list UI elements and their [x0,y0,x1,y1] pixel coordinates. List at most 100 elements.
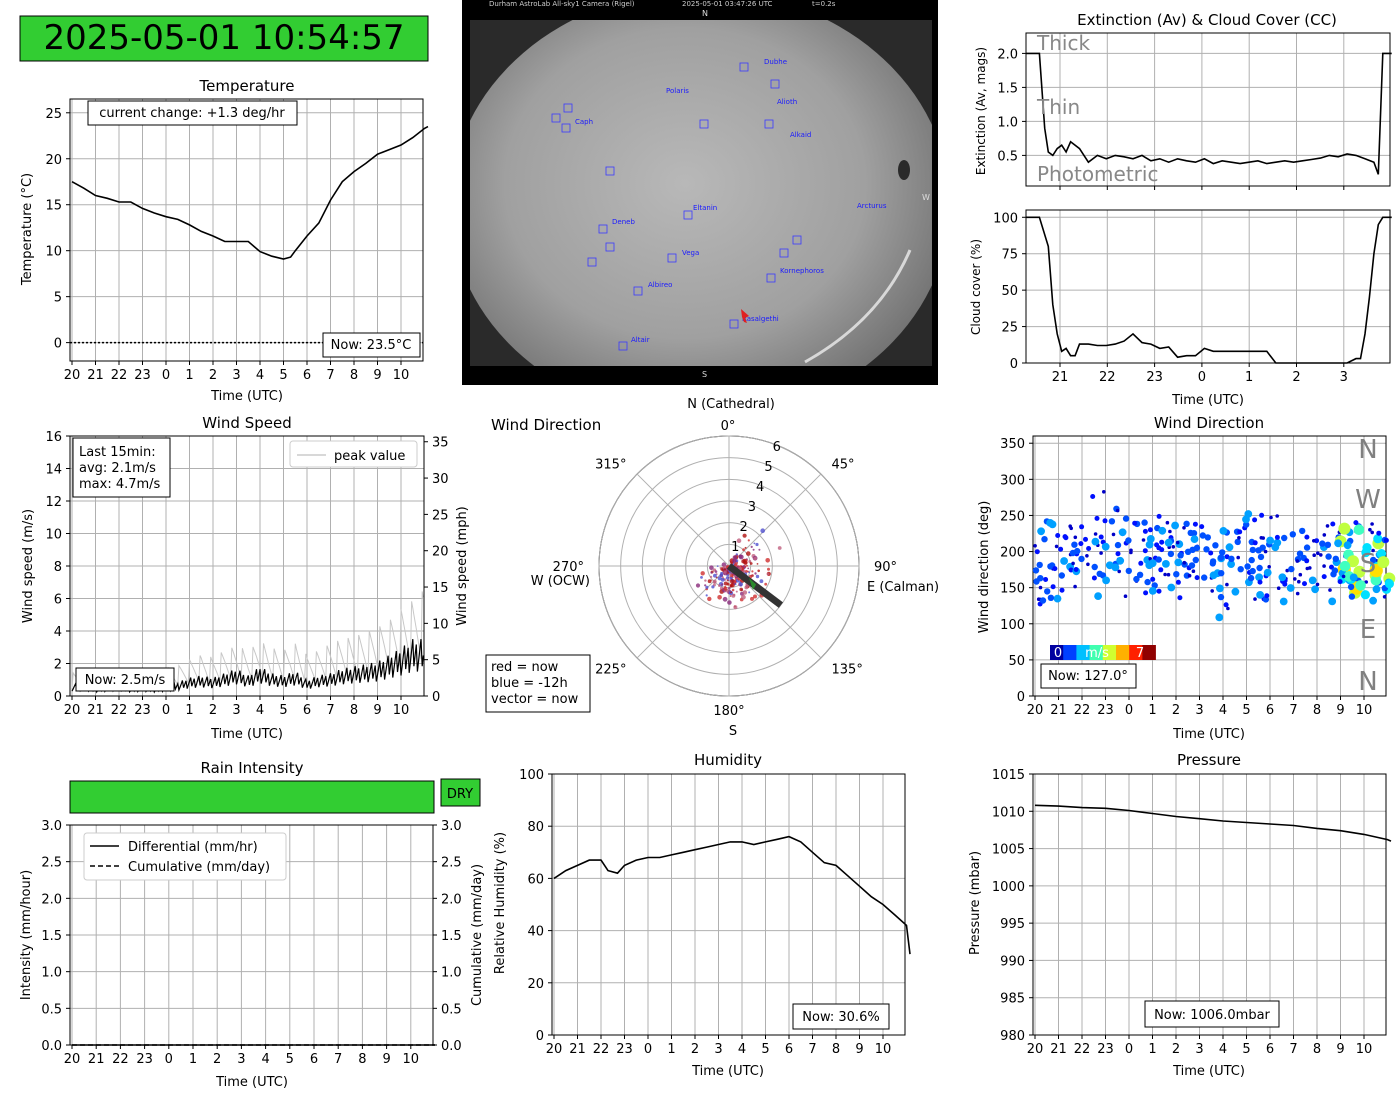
wind-direction-point [1304,534,1310,540]
wind-sample-dot [723,586,728,591]
x-tick-label: 3 [714,1042,722,1057]
wind-direction-point [1142,528,1148,534]
wind-sample-dot [744,565,747,568]
wind-polar-title: Wind Direction [491,416,601,434]
star-box [699,119,709,129]
plot-area [552,774,905,1035]
wind-direction-point [1274,534,1280,540]
y-tick-label: 10 [45,245,62,260]
x-tick-label: 7 [808,1042,816,1057]
wind-stats-line-2: avg: 2.1m/s [79,461,156,476]
wind-vector-head-icon [748,578,757,591]
wind-direction-point [1286,584,1295,592]
wind-direction-point [1183,520,1190,527]
y-tick-label: 6 [54,593,62,608]
star-label: Alkaid [790,131,811,139]
y-tick-label: 100 [519,768,544,783]
wind-direction-point [1191,569,1196,573]
x-tick-label: 0 [162,703,170,718]
wind-direction-point [1242,515,1250,524]
polar-radial-label: 2 [739,520,747,535]
x-tick-label: 2 [691,1042,699,1057]
rain-chart: Differential (mm/hr) Cumulative (mm/day)… [19,759,485,1090]
wind-direction-point [1224,554,1230,560]
wind-direction-point [1382,595,1387,599]
y-tick-label: 0 [1010,357,1018,372]
x-tick-label: 4 [1219,703,1227,718]
wind-direction-point [1133,575,1140,583]
wind-sample-dot [749,562,753,565]
wind-sample-dot [746,564,748,567]
rain-y2label: Cumulative (mm/day) [470,864,485,1006]
wind-direction-point [1384,579,1394,589]
wind-direction-point [1339,560,1351,572]
polar-radial-label: 5 [764,460,772,475]
wind-sample-dot [729,572,732,576]
x-tick-label: 23 [616,1042,633,1057]
wind-direction-point [1209,571,1218,580]
temperature-xlabel: Time (UTC) [210,389,283,404]
wind-direction-point [1093,532,1098,536]
wind-direction-point [1114,541,1122,549]
x-tick-label: 8 [1313,703,1321,718]
wind-direction-point [1298,572,1303,577]
star-markers: Dubhe Polaris Alioth Caph Alkaid Arcturus Dene… [551,58,887,351]
x-tick-label: 10 [875,1042,892,1057]
wind-direction-point [1168,529,1172,534]
wind-direction-title: Wind Direction [1154,414,1264,432]
polar-legend: red = now blue = -12h vector = now [485,654,591,713]
plot-area [1026,210,1390,363]
y-tick-label: 15 [45,199,62,214]
wind-direction-point [1073,584,1077,589]
wind-sample-dot [695,583,701,588]
wind-sample-dot [747,539,750,542]
wind-sample-dot [735,553,738,556]
y-tick-label: 300 [1000,473,1025,488]
pressure-line [1034,804,1392,842]
x-tick-label: 0 [1125,703,1133,718]
star-box [633,286,643,296]
wind-direction-point [1257,579,1263,585]
y-tick-label: 250 [1000,509,1025,524]
colorbar-min: 0 [1054,646,1062,661]
legend-differential: Differential (mm/hr) [128,840,258,855]
wind-direction-point [1099,551,1103,555]
compass-letter: N [1358,667,1377,697]
wind-direction-point [1055,533,1061,538]
wind-direction-point [1174,558,1183,567]
wind-direction-point [1138,560,1144,566]
wind-sample-dot [748,591,751,594]
wind-direction-point [1343,541,1352,550]
wind-sample-dot [759,579,764,584]
wind-direction-point [1037,527,1045,536]
pressure-now: Now: 1006.0mbar [1144,1000,1280,1028]
y2-tick-label: 20 [432,545,449,560]
star-pointer-icon [741,309,749,323]
star-box [770,79,780,89]
x-tick-label: 7 [326,703,334,718]
wind-direction-point [1074,547,1081,555]
y2-tick-label: 0 [432,690,440,705]
wind-direction-point [1059,587,1065,593]
y-tick-label: 0 [1017,690,1025,705]
wind-direction-point [1141,519,1148,526]
camera-header-left: Durham AstroLab All-sky1 Camera (Rigel) [489,0,635,8]
sky-dome [470,20,932,366]
x-tick-label: 2 [209,703,217,718]
y-tick-label: 14 [45,463,62,478]
y-tick-label: 980 [1000,1029,1025,1044]
polar-legend-line-3: vector = now [491,692,579,707]
colorbar-segment [1050,645,1064,660]
wind-direction-point [1199,532,1207,539]
wind-direction-point [1096,570,1103,577]
wind-stats-line-3: max: 4.7m/s [79,477,161,492]
wind-direction-point [1303,544,1311,551]
x-tick-label: 6 [1266,703,1274,718]
wind-sample-dot [716,565,719,567]
wind-sample-dot [777,546,782,550]
wind-direction-point [1347,583,1355,591]
wind-sample-dot [755,542,759,547]
axes-frame [1025,209,1391,364]
x-tick-label: 3 [1195,1042,1203,1057]
wind-direction-point [1289,531,1297,538]
